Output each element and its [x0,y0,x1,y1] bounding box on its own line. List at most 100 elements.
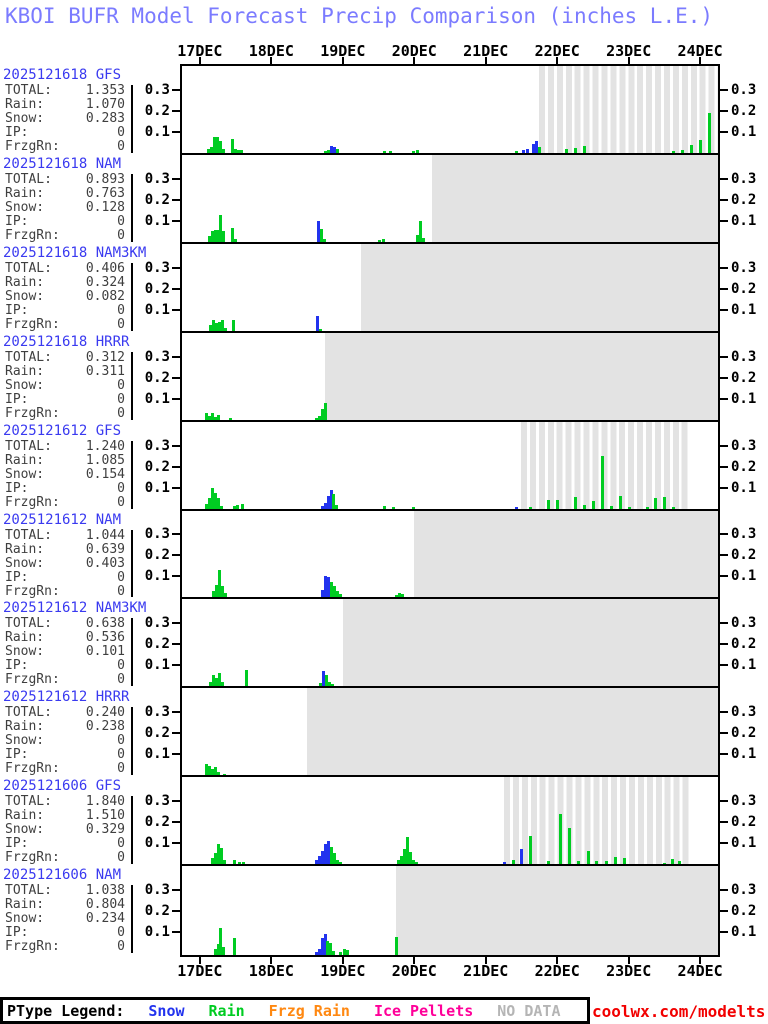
y-tick-label-right: 0.2 [731,547,757,563]
stat-name: Snow: [5,467,45,482]
rain-bar [215,585,218,597]
stat-name: Rain: [5,97,45,112]
y-tick-label-right: 0.1 [731,568,757,584]
stat-name: TOTAL: [5,83,52,98]
stat-row-snow: Snow: 0.283 [5,111,125,126]
stat-name: TOTAL: [5,261,52,276]
y-tick-label-left: 0.1 [144,213,170,229]
y-tick-mark-right [720,445,728,447]
stat-name: FrzgRn: [5,317,60,332]
stat-value: 0.283 [85,111,125,126]
stat-value: 0.536 [85,630,125,645]
rain-bar [233,938,236,955]
stat-row-rain: Rain: 1.085 [5,453,125,468]
rain-bar [211,488,214,509]
run-label: 2025121612 NAM3KM [3,600,147,616]
y-tick-label-left: 0.3 [144,171,170,187]
y-tick-mark-right [720,643,728,645]
stat-row-frzgrn: FrzgRn: 0 [5,317,125,332]
stat-row-total: TOTAL: 1.240 [5,439,125,454]
stats-axis-line [131,530,133,597]
y-tick-mark-left [172,842,180,844]
rain-bar [214,767,217,775]
stat-row-snow: Snow: 0 [5,733,125,748]
stat-value: 0.893 [85,172,125,187]
run-label: 2025121606 NAM [3,867,122,883]
rain-bar [333,586,336,597]
rain-bar [330,582,333,597]
stat-value: 0.804 [85,897,125,912]
rain-bar [210,147,213,153]
rain-bar [234,149,237,153]
run-label: 2025121606 GFS [3,778,122,794]
y-tick-mark-right [720,800,728,802]
stat-name: TOTAL: [5,705,52,720]
y-tick-label-left: 0.1 [144,568,170,584]
stat-row-ip: IP: 0 [5,658,125,673]
x-tick-label-top: 22DEC [534,42,580,60]
snow-bar [324,576,327,597]
stat-name: TOTAL: [5,616,52,631]
run-label: 2025121618 NAM [3,156,122,172]
stat-value: 0.238 [85,719,125,734]
stat-row-rain: Rain: 1.070 [5,97,125,112]
legend-item-rain: Rain [208,1001,245,1020]
nodata-region-striped [539,66,718,153]
y-tick-mark-right [720,575,728,577]
x-tick-mark-bottom [198,957,201,964]
nodata-region [343,599,718,686]
rain-bar [213,137,216,153]
run-label: 2025121618 NAM3KM [3,245,147,261]
y-tick-mark-left [172,309,180,311]
stat-name: IP: [5,303,29,318]
rain-bar [215,678,218,686]
rain-bar [245,670,248,686]
y-tick-label-right: 0.3 [731,438,757,454]
rain-bar [222,231,225,242]
rain-bar [231,139,234,153]
stat-value: 0 [117,836,125,851]
rain-bar [205,504,208,509]
rain-bar [208,498,211,509]
rain-bar [331,684,334,686]
stat-name: TOTAL: [5,350,52,365]
stat-name: IP: [5,925,29,940]
stat-value: 0 [117,570,125,585]
stat-name: FrzgRn: [5,406,60,421]
rain-bar [592,501,595,509]
stat-value: 0.763 [85,186,125,201]
y-tick-mark-right [720,267,728,269]
y-tick-mark-right [720,821,728,823]
snow-bar [324,503,327,509]
rain-bar [336,149,339,153]
stat-name: IP: [5,836,29,851]
rain-bar [319,329,322,331]
rain-bar [214,949,217,955]
rain-bar [217,498,220,509]
stat-name: Rain: [5,186,45,201]
x-tick-label-top: 21DEC [463,42,509,60]
rain-bar [327,150,330,153]
y-tick-label-left: 0.1 [144,302,170,318]
stat-value: 0 [117,406,125,421]
nodata-region [307,688,718,775]
x-tick-label-bottom: 18DEC [248,962,294,980]
x-tick-mark-bottom [413,957,416,964]
nodata-region [414,511,718,597]
rain-bar [559,814,562,864]
stat-row-ip: IP: 0 [5,125,125,140]
rain-bar [538,147,541,153]
rain-bar [218,322,221,331]
x-tick-mark-bottom [556,957,559,964]
rain-bar [343,949,346,955]
stat-value: 0.311 [85,364,125,379]
y-tick-label-left: 0.3 [144,260,170,276]
rain-bar [207,149,210,153]
x-tick-label-top: 20DEC [391,42,437,60]
stat-value: 0.329 [85,822,125,837]
rain-bar [663,497,666,509]
y-tick-mark-right [720,377,728,379]
model-panel-2025121612-HRRR [182,688,718,777]
y-tick-label-right: 0.2 [731,814,757,830]
rain-bar [223,774,226,775]
